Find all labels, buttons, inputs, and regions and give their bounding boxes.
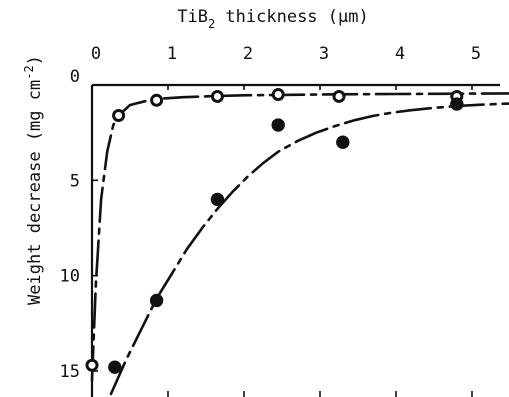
open-circle-point	[271, 88, 285, 102]
filled-circle-point	[108, 360, 122, 374]
open-circle-point	[210, 89, 224, 103]
y-tick-label: 10	[60, 267, 80, 287]
x-tick-label: 0	[91, 44, 101, 64]
x-tick-label: 3	[319, 44, 329, 64]
x-tick-label: 5	[471, 44, 481, 64]
filled-circle-point	[450, 97, 464, 111]
y-tick-label: 5	[70, 171, 80, 191]
y-tick-label: 0	[70, 67, 80, 87]
open-circle-curve	[90, 92, 509, 382]
filled-circle-point	[271, 118, 285, 132]
x-tick-label: 2	[243, 44, 253, 64]
data-points	[85, 88, 464, 374]
y-tick-label: 15	[60, 362, 80, 382]
open-circle-point	[332, 89, 346, 103]
y-axis-title: Weight decrease (mg cm-2)	[22, 55, 45, 305]
x-ticks: 0 1 2 3 4 5	[91, 44, 481, 397]
y-ticks: 0 5 10 15	[60, 67, 98, 382]
x-axis-title: TiB2 thickness (μm)	[177, 7, 369, 31]
open-circle-point	[150, 93, 164, 107]
x-tick-label: 1	[167, 44, 177, 64]
open-circle-point	[85, 358, 99, 372]
filled-circle-point	[149, 293, 164, 308]
axes	[90, 83, 500, 397]
filled-circle-curve	[109, 102, 509, 396]
filled-circle-point	[210, 192, 225, 207]
filled-circle-point	[336, 135, 350, 149]
fitted-curves	[90, 92, 509, 396]
x-tick-label: 4	[395, 44, 405, 64]
open-circle-point	[112, 109, 126, 123]
